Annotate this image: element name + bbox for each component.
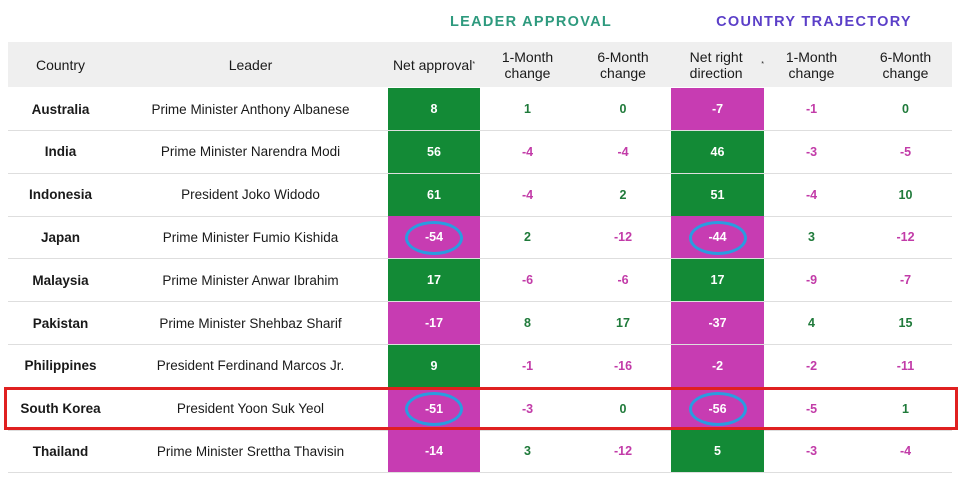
cell-approval-1m: 2: [524, 230, 531, 245]
cell-leader: President Yoon Suk Yeol: [176, 401, 325, 417]
group-label-country-trajectory: COUNTRY TRAJECTORY: [716, 14, 912, 30]
cell-leader: President Ferdinand Marcos Jr.: [156, 358, 345, 374]
cell-leader: Prime Minister Anthony Albanese: [151, 101, 350, 117]
cell-approval-6m: -6: [617, 273, 629, 288]
cell-approval-6m: 0: [619, 401, 627, 416]
header-net-right-direction: Net right direction *: [671, 42, 764, 87]
header-net-approval-marker: *: [472, 60, 476, 68]
cell-direction: 5: [671, 430, 764, 473]
cell-leader: Prime Minister Shehbaz Sharif: [159, 315, 342, 331]
cell-approval-1m: -4: [521, 144, 534, 159]
header-approval-6m: 6-Month change: [597, 48, 649, 81]
header-country: Country: [35, 56, 86, 73]
circle-annotation-japan-direction: [688, 220, 747, 255]
cell-country: Japan: [40, 229, 81, 245]
cell-direction-1m: 4: [808, 316, 815, 330]
cell-direction-6m: -12: [896, 230, 915, 245]
cell-country: Pakistan: [32, 315, 89, 331]
cell-approval-6m: -16: [613, 358, 633, 373]
cell-direction: -7: [671, 88, 764, 130]
cell-direction-1m: -1: [805, 102, 818, 116]
cell-direction: 51: [671, 173, 764, 216]
header-net-approval: Net approval *: [388, 42, 480, 87]
cell-country: India: [44, 144, 77, 160]
cell-approval: -17: [388, 302, 480, 344]
header-direction-6m: 6-Month change: [879, 48, 932, 81]
circle-annotation-south-korea-direction: [688, 392, 747, 426]
header-net-right-marker: *: [761, 60, 764, 68]
cell-approval-6m: 17: [616, 316, 630, 330]
cell-approval: 9: [388, 344, 480, 387]
table-row-philippines: Philippines President Ferdinand Marcos Jr…: [8, 344, 952, 388]
cell-direction-1m: -3: [805, 144, 818, 159]
header-net-right-text: Net right direction: [689, 48, 743, 81]
cell-approval-6m: -12: [613, 444, 633, 459]
cell-direction-6m: -7: [899, 273, 912, 288]
highlight-box-south-korea: [4, 387, 958, 430]
cell-direction: -37: [671, 302, 764, 344]
header-direction-1m: 1-Month change: [785, 48, 838, 81]
cell-approval-1m: -4: [521, 187, 534, 202]
header-net-approval-text: Net approval: [392, 56, 473, 73]
table-row-japan: Japan Prime Minister Fumio Kishida -54 2 -12…: [8, 216, 952, 260]
cell-direction-6m: 0: [902, 102, 909, 116]
cell-approval-6m: -12: [613, 230, 633, 245]
cell-approval-1m: 3: [524, 444, 531, 459]
cell-country: Philippines: [24, 358, 97, 374]
cell-direction-1m: -9: [805, 273, 818, 288]
cell-approval: -14: [388, 430, 480, 473]
cell-leader: Prime Minister Srettha Thavisin: [156, 443, 345, 459]
cell-country: Australia: [31, 101, 90, 117]
table-row-australia: Australia Prime Minister Anthony Albanese…: [8, 88, 952, 131]
cell-approval-1m: -3: [521, 401, 534, 416]
cell-leader: President Joko Widodo: [181, 187, 320, 203]
cell-approval-6m: 2: [619, 187, 627, 202]
cell-approval-1m: -6: [521, 273, 534, 288]
cell-direction-1m: -2: [805, 358, 818, 373]
cell-approval-1m: -1: [521, 358, 534, 373]
cell-leader: Prime Minister Fumio Kishida: [162, 229, 339, 245]
header-approval-1m: 1-Month change: [501, 48, 554, 81]
cell-approval-1m: 8: [524, 316, 531, 330]
circle-annotation-south-korea-approval: [405, 392, 463, 426]
cell-approval: 17: [388, 259, 480, 302]
cell-direction: 46: [671, 130, 764, 173]
table-header: Country Leader Net approval * 1-Month cha…: [8, 42, 952, 87]
cell-approval: 56: [388, 130, 480, 173]
cell-approval-1m: 1: [524, 102, 531, 116]
cell-direction: -2: [671, 344, 764, 387]
header-leader: Leader: [228, 56, 273, 73]
table-row-indonesia: Indonesia President Joko Widodo 61 -4 2 51 -4 1…: [8, 173, 952, 217]
cell-approval: 61: [388, 173, 480, 216]
cell-country: Indonesia: [28, 187, 92, 203]
cell-approval-6m: 0: [619, 102, 627, 116]
table-row-india: India Prime Minister Narendra Modi 56 -4 -4 4…: [8, 130, 952, 174]
cell-direction-6m: 15: [898, 316, 913, 330]
cell-direction-1m: -3: [805, 444, 818, 459]
cell-country: Thailand: [32, 443, 89, 459]
circle-annotation-japan-approval: [405, 220, 463, 255]
cell-direction-6m: 1: [902, 401, 909, 416]
table-row-malaysia: Malaysia Prime Minister Anwar Ibrahim 17 -6…: [8, 259, 952, 303]
cell-direction-6m: -11: [896, 358, 915, 373]
cell-approval: 8: [388, 88, 480, 130]
table-row-thailand: Thailand Prime Minister Srettha Thavisin -…: [8, 430, 952, 474]
cell-direction-6m: -4: [899, 444, 912, 459]
cell-direction: 17: [671, 259, 764, 302]
cell-country: Malaysia: [32, 272, 89, 288]
cell-direction-1m: -4: [805, 187, 818, 202]
cell-leader: Prime Minister Anwar Ibrahim: [162, 272, 339, 288]
group-label-leader-approval: LEADER APPROVAL: [449, 14, 613, 30]
cell-direction-1m: -5: [805, 401, 818, 416]
cell-direction-6m: 10: [898, 187, 913, 202]
cell-direction-1m: 3: [808, 230, 815, 245]
table-row-pakistan: Pakistan Prime Minister Shehbaz Sharif -17…: [8, 302, 952, 345]
cell-approval-6m: -4: [617, 144, 629, 159]
cell-leader: Prime Minister Narendra Modi: [160, 144, 341, 160]
cell-direction-6m: -5: [899, 144, 912, 159]
cell-country: South Korea: [20, 401, 101, 417]
